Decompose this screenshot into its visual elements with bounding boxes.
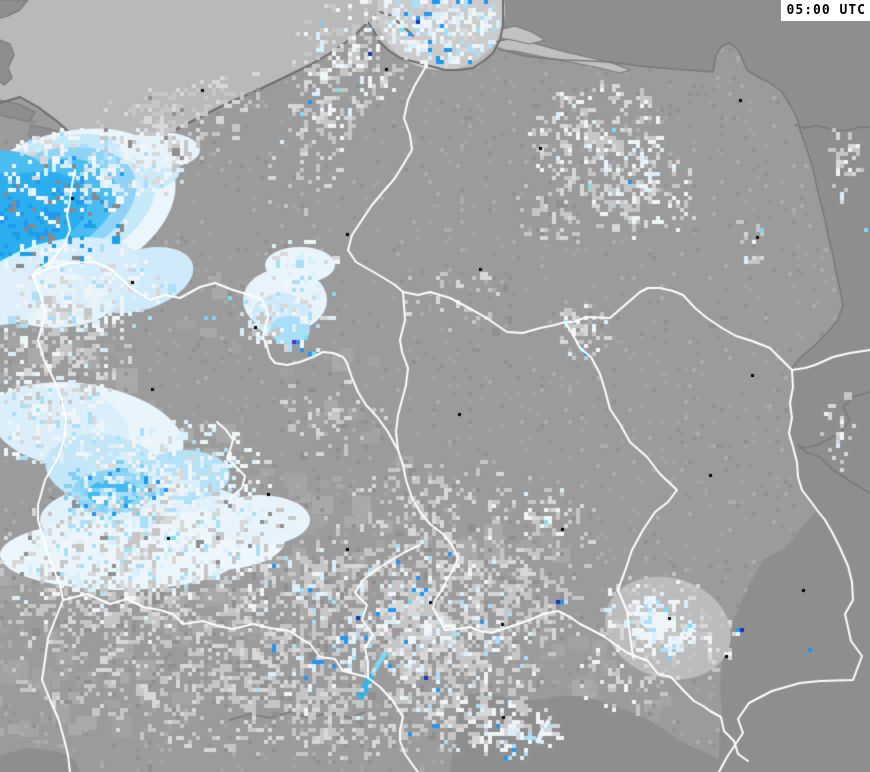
timestamp-label: 05:00 UTC (780, 0, 870, 21)
